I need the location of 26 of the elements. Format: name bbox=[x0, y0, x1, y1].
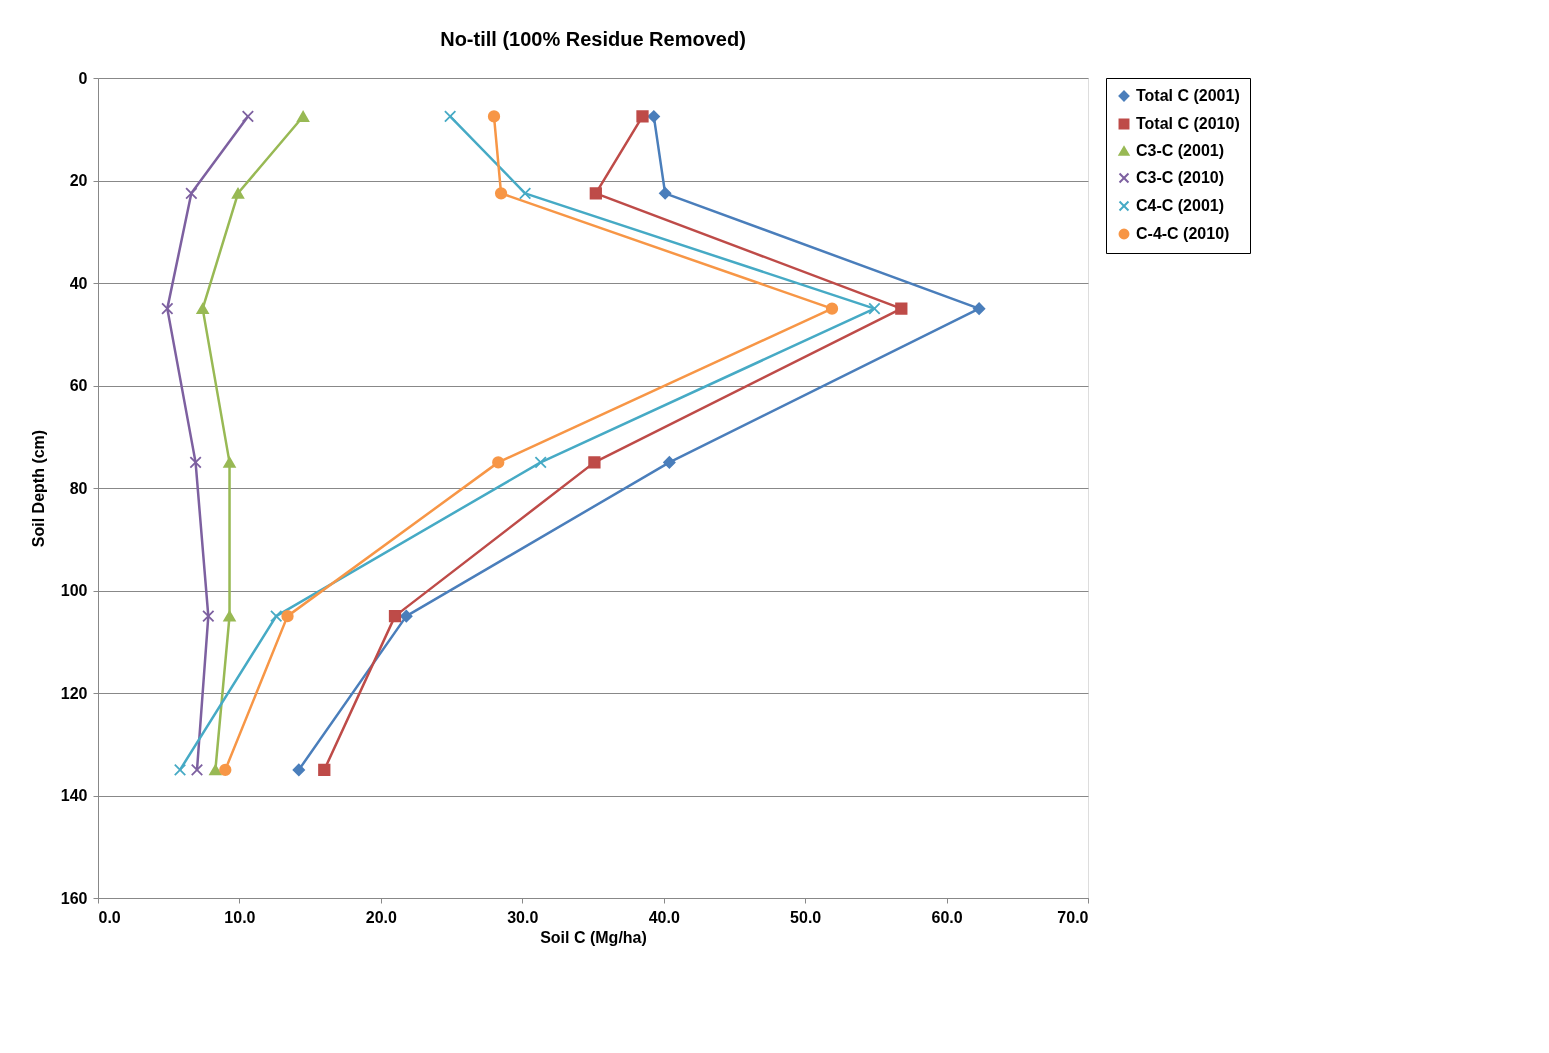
y-axis-title: Soil Depth (cm) bbox=[29, 429, 47, 548]
x-tick-label: 50.0 bbox=[790, 908, 822, 926]
x-tick-label: 0.0 bbox=[98, 908, 121, 926]
y-tick-label: 80 bbox=[69, 479, 88, 497]
chart-title: No-till (100% Residue Removed) bbox=[440, 28, 746, 50]
y-tick-label: 0 bbox=[78, 69, 88, 87]
y-tick-label: 60 bbox=[69, 377, 88, 394]
x-tick-label: 10.0 bbox=[224, 908, 256, 926]
y-tick-label: 140 bbox=[60, 787, 88, 804]
y-tick-label: 100 bbox=[60, 582, 88, 599]
x-tick-label: 70.0 bbox=[1057, 908, 1089, 926]
y-tick-label: 160 bbox=[60, 889, 88, 907]
legend-label: C4-C (2001) bbox=[1136, 197, 1225, 214]
legend-label: Total C (2010) bbox=[1136, 115, 1240, 132]
legend-label: C3-C (2001) bbox=[1136, 142, 1225, 159]
legend-label: Total C (2001) bbox=[1136, 87, 1240, 104]
legend-label: C-4-C (2010) bbox=[1136, 225, 1230, 242]
x-tick-label: 60.0 bbox=[931, 908, 963, 926]
x-tick-label: 40.0 bbox=[648, 908, 680, 926]
x-tick-label: 20.0 bbox=[365, 908, 398, 926]
y-tick-label: 120 bbox=[60, 684, 88, 702]
y-tick-label: 40 bbox=[69, 274, 88, 292]
y-tick-label: 20 bbox=[69, 172, 88, 189]
x-tick-label: 30.0 bbox=[507, 908, 539, 926]
x-axis-title: Soil C (Mg/ha) bbox=[540, 928, 647, 946]
legend-label: C3-C (2010) bbox=[1136, 169, 1225, 186]
